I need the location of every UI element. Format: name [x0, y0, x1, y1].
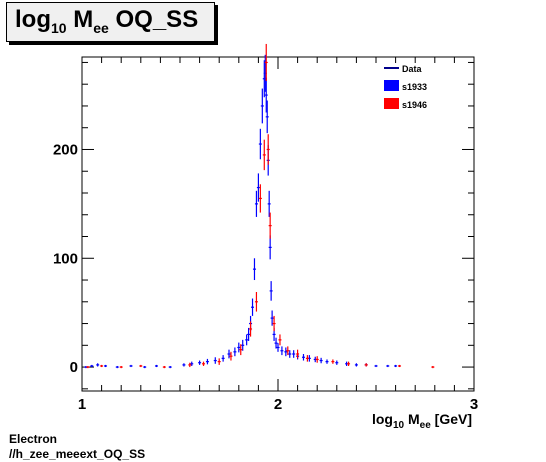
legend-box-s1933	[384, 80, 399, 91]
chart-title-box: log10 Mee OQ_SS	[6, 2, 215, 42]
x-tick-label: 1	[78, 396, 86, 413]
legend-label: s1946	[402, 100, 427, 110]
legend-label: s1933	[402, 82, 427, 92]
y-tick-label: 200	[53, 141, 78, 158]
series-s1933	[84, 54, 398, 369]
chart-title: log10 Mee OQ_SS	[15, 6, 199, 36]
footer-line-2: //h_zee_meeext_OQ_SS	[9, 447, 146, 461]
x-tick-label: 2	[274, 396, 282, 413]
y-tick-label: 0	[70, 359, 78, 376]
legend-box-s1946	[384, 98, 399, 109]
x-tick-label: 3	[470, 396, 478, 413]
series-s1946	[86, 43, 435, 369]
legend-label: Data	[402, 64, 423, 74]
footer-line-1: Electron	[9, 432, 58, 446]
x-axis-label: log10 Mee [GeV]	[372, 411, 472, 431]
legend: Data s1933 s1946	[384, 64, 427, 110]
y-tick-label: 100	[53, 250, 78, 267]
